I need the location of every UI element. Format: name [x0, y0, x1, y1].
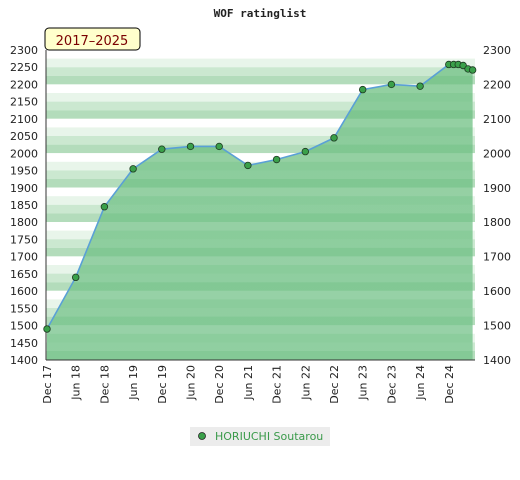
y-tick-label-right: 1400 — [483, 354, 511, 367]
data-point — [158, 145, 166, 153]
x-tick-label: Dec 20 — [213, 365, 226, 404]
data-point — [359, 85, 367, 94]
x-tick-label: Dec 17 — [41, 365, 54, 404]
y-tick-label-left: 1550 — [10, 302, 38, 315]
x-tick-label: Jun 23 — [357, 365, 370, 401]
y-axis-left-labels: 1400 1450 1500 1550 1600 1650 1700 1750 1800 1850… — [10, 44, 38, 367]
x-tick-label: Jun 24 — [414, 365, 427, 401]
data-point — [71, 273, 80, 282]
data-point — [186, 142, 195, 151]
y-tick-label-left: 1850 — [10, 199, 38, 212]
data-point — [129, 165, 137, 173]
y-tick-label-left: 1950 — [10, 165, 38, 178]
y-tick-label-right: 1500 — [483, 320, 511, 333]
data-point — [244, 161, 252, 170]
x-tick-label: Jun 18 — [70, 365, 83, 401]
y-tick-label-right: 2300 — [483, 44, 511, 57]
legend: HORIUCHI Soutarou — [190, 427, 330, 446]
x-tick-label: Dec 23 — [385, 365, 398, 404]
legend-marker — [198, 432, 206, 440]
y-tick-label-left: 1650 — [10, 268, 38, 281]
data-point — [301, 147, 309, 156]
x-tick-label: Dec 21 — [271, 365, 284, 404]
y-tick-label-right: 1900 — [483, 182, 511, 195]
y-tick-label-left: 2000 — [10, 147, 38, 160]
y-tick-label-right: 2000 — [483, 147, 511, 160]
y-tick-label-right: 1800 — [483, 216, 511, 229]
x-tick-label: Jun 20 — [185, 365, 198, 401]
x-tick-label: Dec 19 — [156, 365, 169, 404]
area-polygon — [47, 64, 473, 360]
y-tick-label-left: 2100 — [10, 113, 38, 126]
y-tick-label-right: 1700 — [483, 251, 511, 264]
y-tick-label-right: 2100 — [483, 113, 511, 126]
data-point — [43, 325, 51, 333]
y-tick-label-left: 2250 — [10, 61, 38, 74]
data-points — [43, 60, 477, 333]
y-tick-label-left: 1600 — [10, 285, 38, 298]
x-axis-labels: Dec 17 Jun 18 Dec 18 Jun 19 Dec 19 Jun 20 Dec … — [41, 365, 456, 404]
data-point — [100, 203, 109, 211]
x-tick-label: Jun 21 — [242, 365, 255, 401]
y-tick-label-left: 1500 — [10, 320, 38, 333]
data-point — [416, 82, 424, 90]
y-tick-label-left: 1400 — [10, 354, 38, 367]
y-tick-label-left: 1900 — [10, 182, 38, 195]
data-point — [468, 66, 477, 74]
data-point — [330, 134, 338, 142]
y-tick-label-left: 1750 — [10, 233, 38, 246]
y-axis-right-labels: 1400 1500 1600 1700 1800 1900 2000 2100 2200 2300 — [483, 44, 511, 367]
y-tick-label-left: 2150 — [10, 96, 38, 109]
y-tick-label-left: 1450 — [10, 337, 38, 350]
period-label: 2017–2025 — [56, 34, 129, 49]
x-tick-label: Dec 22 — [328, 365, 341, 404]
y-tick-label-right: 2200 — [483, 78, 511, 91]
legend-entry: HORIUCHI Soutarou — [215, 430, 323, 443]
chart-title: WOF ratinglist — [214, 7, 307, 20]
x-tick-label: Dec 18 — [98, 365, 111, 404]
data-point — [387, 80, 396, 89]
axes — [45, 50, 475, 361]
x-tick-label: Jun 19 — [127, 365, 140, 401]
x-tick-label: Jun 22 — [299, 365, 312, 401]
period-badge: 2017–2025 — [44, 27, 141, 51]
y-tick-label-left: 1800 — [10, 216, 38, 229]
y-tick-label-right: 1600 — [483, 285, 511, 298]
data-point — [215, 142, 223, 151]
y-tick-label-left: 2050 — [10, 130, 38, 143]
y-tick-label-left: 1700 — [10, 251, 38, 264]
y-tick-label-left: 2200 — [10, 78, 38, 91]
x-tick-label: Dec 24 — [443, 365, 456, 404]
y-tick-label-left: 2300 — [10, 44, 38, 57]
data-point — [272, 155, 281, 164]
